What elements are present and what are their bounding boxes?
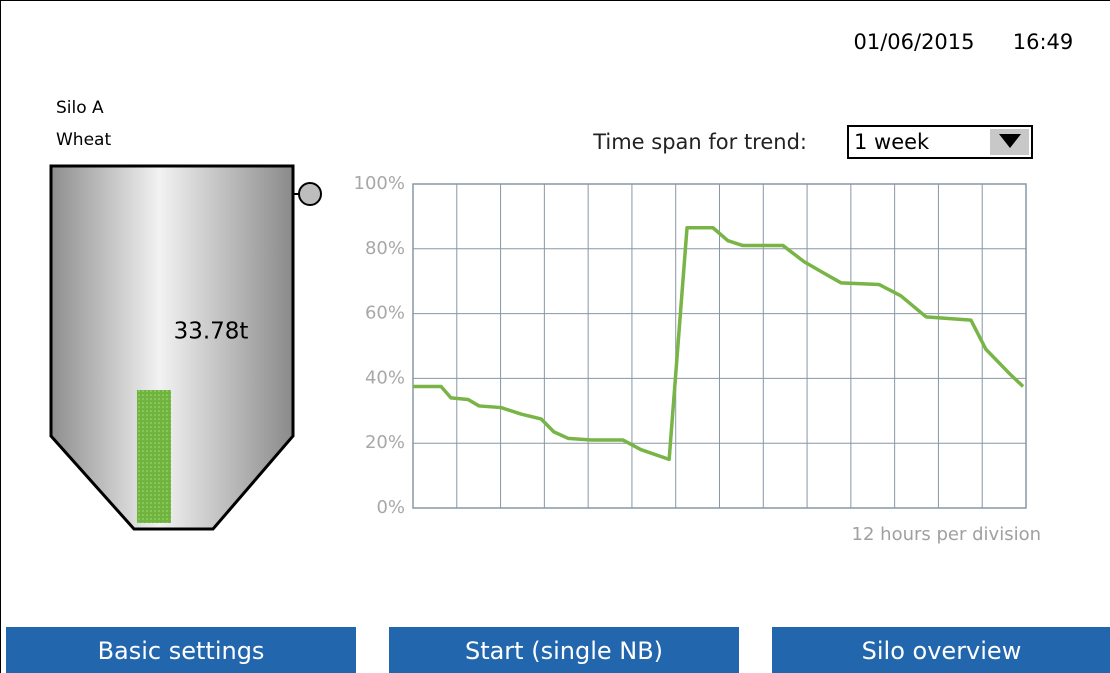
y-tick-label: 80% (365, 238, 405, 259)
y-tick-label: 100% (354, 173, 405, 194)
date: 01/06/2015 (853, 30, 974, 54)
level-sensor (299, 183, 321, 205)
screen: 01/06/2015 16:49 Silo A Wheat 33.78t Tim… (0, 0, 1110, 673)
trend-span-value: 1 week (854, 130, 930, 154)
silo-weight: 33.78t (174, 319, 249, 345)
y-tick-label: 60% (365, 303, 405, 324)
silo-name: Silo A (56, 98, 104, 118)
silo-product: Wheat (56, 130, 111, 150)
silo-overview-button[interactable]: Silo overview (772, 627, 1110, 673)
y-tick-label: 40% (365, 367, 405, 388)
division-note: 12 hours per division (852, 524, 1041, 545)
basic-settings-button[interactable]: Basic settings (6, 627, 356, 673)
y-tick-label: 0% (376, 497, 405, 518)
trend-span-select[interactable]: 1 week (848, 126, 1032, 158)
y-tick-label: 20% (365, 432, 405, 453)
start-button[interactable]: Start (single NB) (389, 627, 739, 673)
fill-level (137, 390, 171, 523)
time: 16:49 (1013, 30, 1074, 54)
hmi-canvas: 01/06/2015 16:49 Silo A Wheat 33.78t Tim… (1, 1, 1110, 673)
trend-span-label: Time span for trend: (592, 130, 807, 154)
silo (51, 166, 321, 529)
